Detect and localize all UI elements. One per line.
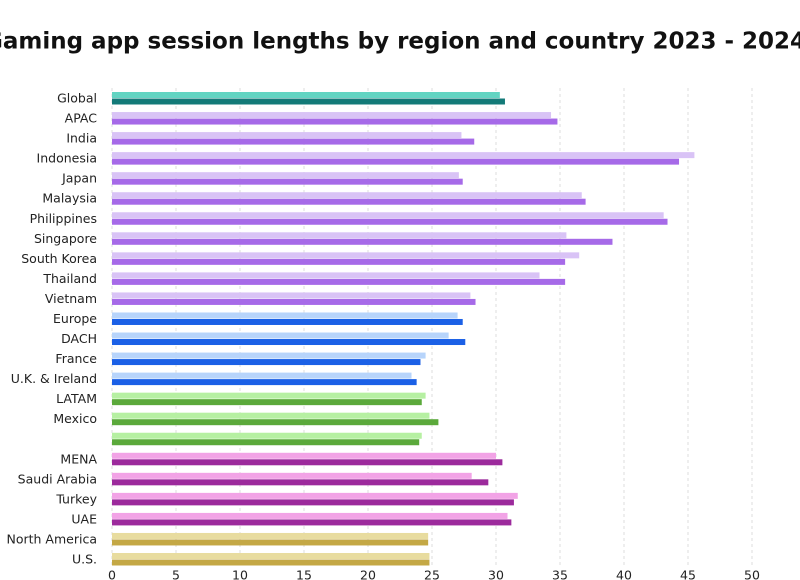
bar bbox=[112, 419, 439, 426]
y-tick-label: Indonesia bbox=[37, 151, 97, 166]
bar bbox=[112, 198, 586, 205]
y-tick-label: MENA bbox=[60, 451, 97, 466]
y-tick-label: Vietnam bbox=[45, 291, 97, 306]
y-tick-label: Europe bbox=[53, 311, 97, 326]
bar bbox=[112, 292, 471, 299]
x-tick-label: 0 bbox=[108, 568, 116, 580]
bar bbox=[112, 519, 512, 526]
bar bbox=[112, 212, 664, 219]
x-tick-label: 45 bbox=[680, 568, 696, 580]
bar bbox=[112, 332, 449, 339]
bar bbox=[112, 479, 489, 486]
bar bbox=[112, 98, 505, 105]
bar bbox=[112, 392, 426, 399]
y-tick-label: Saudi Arabia bbox=[18, 471, 97, 486]
bar bbox=[112, 452, 496, 459]
bar bbox=[112, 278, 566, 285]
y-tick-label: France bbox=[55, 351, 97, 366]
x-tick-label: 30 bbox=[488, 568, 504, 580]
bar bbox=[112, 232, 567, 239]
bar bbox=[112, 372, 412, 379]
y-tick-label: LATAM bbox=[56, 391, 97, 406]
bar bbox=[112, 359, 421, 366]
bar bbox=[112, 152, 695, 159]
x-tick-label: 25 bbox=[424, 568, 440, 580]
y-tick-label: UAE bbox=[71, 511, 97, 526]
bar bbox=[112, 553, 430, 559]
bar bbox=[112, 559, 430, 566]
bar bbox=[112, 192, 582, 199]
bar bbox=[112, 272, 540, 279]
x-tick-label: 10 bbox=[232, 568, 248, 580]
bar bbox=[112, 178, 463, 185]
y-tick-label: Malaysia bbox=[42, 191, 97, 206]
bar bbox=[112, 132, 462, 139]
y-tick-label: Japan bbox=[61, 171, 97, 186]
bar bbox=[112, 112, 552, 119]
x-tick-label: 40 bbox=[616, 568, 632, 580]
bar bbox=[112, 412, 430, 419]
bar bbox=[112, 459, 503, 466]
y-tick-label: DACH bbox=[61, 331, 97, 346]
bar bbox=[112, 532, 429, 539]
y-tick-label: U.S. bbox=[72, 552, 97, 567]
y-tick-label: Turkey bbox=[55, 491, 97, 506]
bar bbox=[112, 492, 518, 499]
x-tick-label: 5 bbox=[172, 568, 180, 580]
bar bbox=[112, 312, 458, 319]
bar bbox=[112, 539, 429, 546]
bar bbox=[112, 92, 500, 98]
bar bbox=[112, 339, 466, 346]
y-tick-label: South Korea bbox=[21, 251, 97, 266]
y-tick-label: Philippines bbox=[30, 211, 97, 226]
bar bbox=[112, 298, 476, 305]
bar bbox=[112, 218, 668, 225]
y-tick-label: U.K. & Ireland bbox=[11, 371, 97, 386]
bar bbox=[112, 399, 422, 406]
bar bbox=[112, 499, 514, 506]
bar bbox=[112, 472, 472, 479]
bar bbox=[112, 258, 566, 265]
bar bbox=[112, 512, 508, 519]
bar bbox=[112, 138, 475, 145]
bar bbox=[112, 158, 680, 165]
bar bbox=[112, 439, 420, 446]
bar bbox=[112, 379, 417, 386]
bar bbox=[112, 352, 426, 359]
bar bbox=[112, 238, 613, 245]
bar bbox=[112, 252, 580, 259]
x-tick-label: 20 bbox=[360, 568, 376, 580]
x-tick-label: 50 bbox=[744, 568, 760, 580]
x-tick-label: 15 bbox=[296, 568, 312, 580]
chart-title: Gaming app session lengths by region and… bbox=[0, 29, 800, 55]
bar bbox=[112, 318, 463, 325]
y-tick-label: Global bbox=[57, 91, 97, 106]
y-tick-label: Singapore bbox=[34, 231, 97, 246]
x-tick-label: 35 bbox=[552, 568, 568, 580]
y-tick-label: APAC bbox=[65, 111, 98, 126]
bar bbox=[112, 432, 422, 439]
y-tick-label: Thailand bbox=[42, 271, 97, 286]
y-tick-label: Mexico bbox=[53, 411, 97, 426]
y-tick-label: India bbox=[66, 131, 97, 146]
bar bbox=[112, 172, 459, 179]
y-tick-label: North America bbox=[7, 531, 98, 546]
bar bbox=[112, 118, 558, 125]
